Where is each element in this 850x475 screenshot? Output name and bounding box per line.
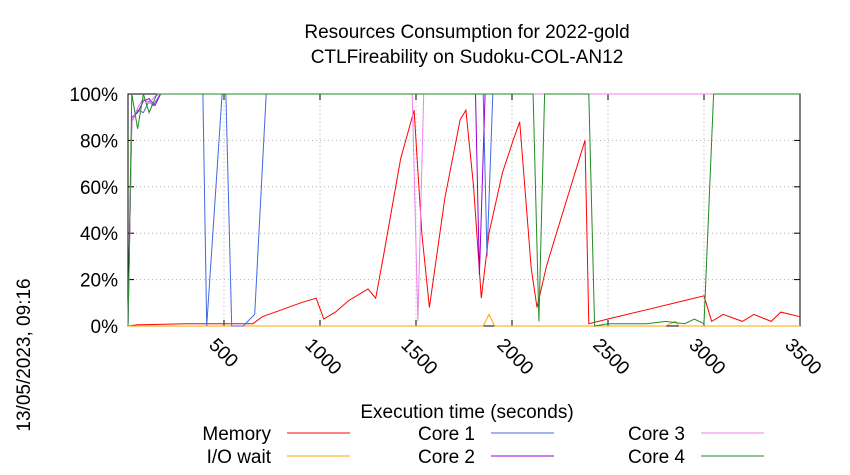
- x-tick-label: 1000: [300, 335, 345, 380]
- x-tick-label: 3500: [780, 335, 825, 380]
- y-tick-label: 60%: [80, 178, 118, 199]
- x-tick-label: 2500: [588, 335, 633, 380]
- x-tick-label: 2000: [492, 335, 537, 380]
- y-tick-label: 0%: [91, 317, 119, 338]
- y-tick-label: 80%: [80, 131, 118, 152]
- series-line-core-4: [127, 93, 800, 327]
- chart-title: Resources Consumption for 2022-gold: [304, 22, 629, 43]
- legend-label-memory: Memory: [202, 424, 271, 445]
- y-tick-label: 40%: [80, 224, 118, 245]
- chart-subtitle: CTLFireability on Sudoku-COL-AN12: [311, 47, 624, 68]
- legend-label-core-2: Core 2: [418, 447, 475, 468]
- timestamp-label: 13/05/2023, 09:16: [14, 278, 35, 431]
- series-line-core-1: [127, 93, 800, 327]
- grid-lines: [128, 94, 800, 326]
- legend-label-core-4: Core 4: [628, 447, 685, 468]
- series-line-memory: [127, 108, 801, 327]
- y-tick-label: 20%: [80, 271, 118, 292]
- x-tick-label: 1500: [396, 335, 441, 380]
- y-tick-label: 100%: [69, 85, 118, 106]
- legend-label-i-o-wait: I/O wait: [207, 447, 272, 468]
- y-axis: 0% 20% 40% 60% 80% 100%: [69, 85, 800, 338]
- x-tick-label: 3000: [684, 335, 729, 380]
- x-axis-label: Execution time (seconds): [360, 402, 573, 423]
- legend-label-core-3: Core 3: [628, 424, 685, 445]
- series-lines: [127, 93, 801, 327]
- x-tick-label: 500: [204, 335, 241, 372]
- legend-label-core-1: Core 1: [418, 424, 475, 445]
- series-line-core-3: [127, 93, 800, 327]
- series-line-i-o-wait: [128, 313, 800, 327]
